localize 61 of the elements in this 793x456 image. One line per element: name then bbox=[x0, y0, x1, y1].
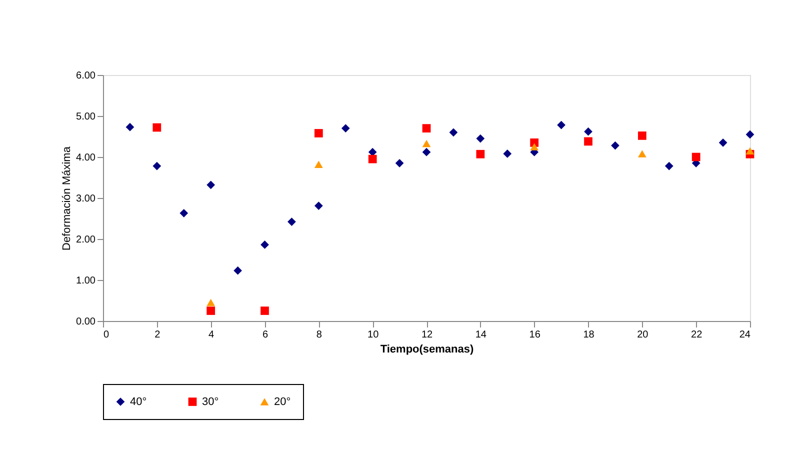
point bbox=[234, 266, 242, 275]
point bbox=[638, 131, 646, 140]
point bbox=[503, 150, 512, 158]
point bbox=[341, 124, 350, 132]
point bbox=[314, 202, 323, 210]
point bbox=[557, 120, 566, 130]
point bbox=[206, 298, 216, 306]
x-tick-label: 24 bbox=[739, 330, 751, 340]
point bbox=[449, 128, 458, 137]
point bbox=[611, 141, 620, 150]
x-tick-label: 4 bbox=[208, 330, 215, 340]
point bbox=[314, 129, 323, 138]
point bbox=[206, 306, 216, 315]
y-axis-title: Deformación Máxima bbox=[61, 146, 74, 250]
point bbox=[584, 127, 592, 136]
x-axis-title: Tiempo(semanas) bbox=[380, 344, 474, 356]
x-tick-label: 10 bbox=[368, 330, 380, 340]
point bbox=[422, 140, 431, 148]
point bbox=[152, 162, 162, 170]
legend-label: 40° bbox=[130, 396, 147, 408]
point bbox=[530, 143, 539, 150]
point bbox=[664, 162, 674, 170]
y-tick-label: 6.00 bbox=[76, 70, 96, 82]
x-tick-label: 14 bbox=[475, 330, 487, 340]
y-tick-label: 4.00 bbox=[76, 152, 96, 164]
y-tick-label: 5.00 bbox=[76, 112, 96, 122]
x-tick-label: 12 bbox=[421, 330, 433, 340]
x-tick-label: 0 bbox=[104, 330, 110, 340]
point bbox=[746, 147, 754, 154]
point bbox=[288, 218, 296, 226]
point bbox=[422, 124, 431, 132]
point bbox=[476, 150, 485, 158]
y-tick-label: 1.00 bbox=[76, 276, 96, 286]
x-tick-label: 6 bbox=[262, 330, 268, 340]
x-tick-label: 2 bbox=[154, 330, 161, 340]
y-tick-label: 3.00 bbox=[76, 194, 96, 204]
point bbox=[422, 148, 431, 156]
point bbox=[692, 152, 700, 162]
x-tick-label: 18 bbox=[583, 330, 595, 340]
point bbox=[260, 240, 269, 249]
point bbox=[584, 137, 592, 146]
point bbox=[152, 123, 162, 132]
point bbox=[206, 180, 216, 190]
point bbox=[395, 158, 404, 168]
point bbox=[476, 134, 485, 143]
y-tick-label: 2.00 bbox=[76, 234, 96, 246]
point bbox=[638, 150, 646, 158]
point bbox=[718, 138, 728, 147]
point bbox=[260, 306, 269, 315]
point bbox=[126, 122, 134, 132]
x-tick-label: 20 bbox=[637, 330, 649, 340]
point bbox=[180, 208, 188, 218]
x-tick-label: 22 bbox=[691, 330, 703, 340]
legend-label: 20° bbox=[274, 396, 291, 408]
point bbox=[746, 130, 754, 139]
legend-label: 30° bbox=[202, 396, 219, 408]
y-tick-label: 0.00 bbox=[76, 316, 96, 328]
x-tick-label: 16 bbox=[529, 330, 541, 340]
point bbox=[368, 154, 377, 164]
x-tick-label: 8 bbox=[316, 330, 322, 340]
point bbox=[314, 160, 323, 168]
